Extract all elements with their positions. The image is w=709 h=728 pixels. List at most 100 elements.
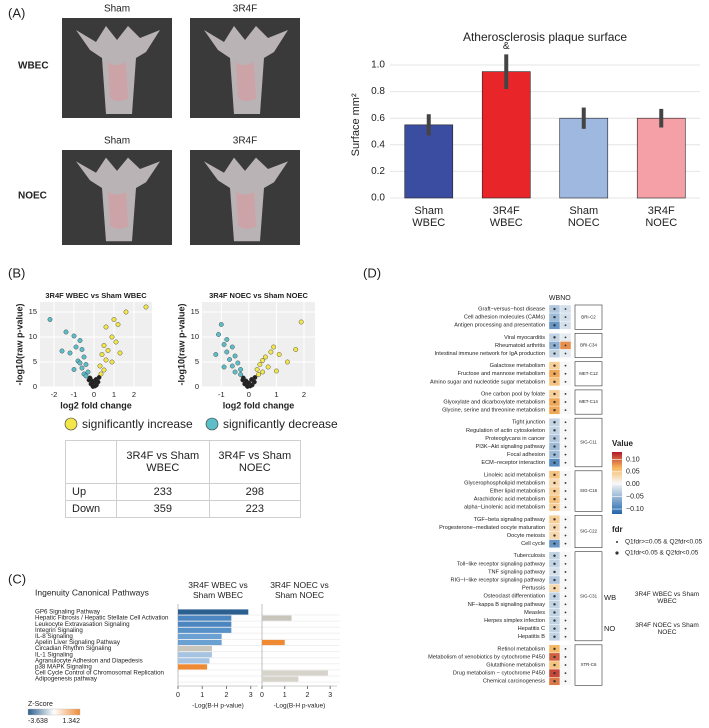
pathway-label: alpha−Linolenic acid metabolism: [464, 505, 545, 511]
fdr-dot: [564, 526, 567, 529]
aorta-plaque: [236, 191, 256, 229]
legend-title: fdr: [612, 525, 623, 534]
y-tick-label: 10: [29, 332, 37, 341]
z-score-bar: [27, 708, 81, 716]
fdr-dot: [564, 498, 567, 501]
point: [71, 333, 77, 339]
category-label: Leukocyte Extravasation Signaling: [35, 621, 130, 628]
fdr-dot: [564, 461, 567, 464]
group-box: [574, 514, 603, 548]
fdr-dot: [564, 316, 567, 319]
row-label: Down: [65, 500, 117, 518]
bar: [178, 633, 222, 639]
point: [218, 322, 224, 327]
bar: [178, 615, 232, 621]
fdr-dot: [553, 324, 556, 327]
colorbar: [612, 452, 622, 514]
photo-column-label: Sham: [104, 4, 130, 15]
pathway-label: ECM−receptor interaction: [481, 460, 545, 466]
fdr-dot: [564, 421, 567, 424]
fdr-dot: [564, 473, 567, 476]
pathway-label: Progesterone−mediated oocyte maturation: [439, 525, 545, 531]
fdr-dot: [553, 481, 556, 485]
fdr-dot: [553, 307, 556, 311]
x-tick-label: 0: [92, 390, 96, 399]
point: [245, 384, 250, 389]
legend-label: Q1fdr>=0.05 & Q2fdr<0.05: [625, 539, 703, 546]
panel-label: (D): [363, 265, 381, 280]
bar: [178, 621, 232, 627]
fdr-dot: [564, 571, 567, 573]
photo-column-label: 3R4F: [233, 4, 257, 15]
fdr-dot: [553, 611, 556, 614]
bar: [636, 117, 686, 199]
fdr-dot: [564, 308, 567, 310]
point: [260, 369, 266, 375]
fdr-dot: [553, 570, 556, 574]
fdr-dot: [564, 380, 567, 383]
point: [113, 339, 119, 345]
fdr-dot: [564, 595, 567, 598]
comparison-key: WB: [604, 593, 616, 602]
y-tick-label: 0.8: [371, 86, 385, 97]
fdr-dot: [564, 603, 567, 606]
pathway-label: Metabolism of xenobiotics by cytochrome …: [428, 654, 545, 660]
pathway-label: Pertussis: [522, 586, 545, 592]
chart-title: 3R4F WBEC vs Sham WBEC: [45, 291, 147, 300]
fdr-dot: [553, 671, 556, 675]
bar: [178, 646, 212, 652]
z-score-max: 1.342: [62, 718, 80, 725]
fdr-dot: [564, 445, 567, 448]
table-row: Up 233 298: [65, 483, 302, 501]
fdr-dot: [553, 408, 556, 412]
point: [81, 354, 87, 360]
y-axis-label: -log10(raw p-value): [176, 303, 186, 385]
fdr-dot: [553, 635, 556, 638]
bar: [481, 71, 531, 199]
fdr-dot: [553, 421, 556, 424]
pathway-label: Viral myocarditis: [504, 335, 545, 341]
point: [83, 373, 89, 379]
point: [262, 354, 268, 360]
fdr-dot: [564, 437, 567, 440]
pathway-label: Glutathione metabolism: [486, 663, 545, 669]
y-axis-label: Surface mm²: [350, 93, 362, 156]
fdr-dot: [553, 595, 556, 598]
fdr-dot: [564, 554, 567, 557]
column-header: 3R4F vs Sham NOEC: [208, 440, 302, 484]
pathway-label: Cell adhesion molecules (CAMs): [464, 315, 545, 321]
group-label: XTR-C6: [581, 662, 597, 667]
fdr-dot: [564, 352, 567, 355]
x-tick-label: 0: [260, 692, 264, 699]
point: [276, 352, 282, 357]
y-tick-label: 15: [29, 307, 37, 316]
panel-label: (B): [8, 265, 25, 280]
fdr-dot: [553, 352, 556, 355]
bar: [262, 615, 292, 621]
point: [79, 347, 85, 352]
aorta-plaque: [236, 62, 256, 101]
point: [265, 364, 271, 370]
chart-title: Ingenuity Canonical Pathways: [35, 587, 149, 597]
bar: [559, 117, 609, 199]
fdr-dot: [553, 526, 556, 529]
x-tick-label: NOEC: [645, 217, 677, 229]
fdr-dot: [564, 611, 567, 614]
x-axis-label: -Log(B-H p-value): [192, 703, 244, 710]
x-tick-label: 0: [176, 692, 180, 699]
point: [117, 350, 123, 356]
table-cell: 359: [116, 500, 210, 518]
point: [293, 347, 299, 352]
fdr-dot: [553, 372, 556, 375]
x-axis-label: -Log(B-H p-value): [274, 703, 326, 710]
point: [216, 332, 221, 337]
fdr-dot: [564, 364, 567, 367]
point: [229, 344, 235, 350]
fdr-dot: [564, 619, 567, 622]
legend-label: significantly increase: [82, 417, 193, 431]
column-header: 3R4F NOEC vs Sham NOEC: [270, 580, 329, 600]
fdr-dot: [553, 429, 556, 432]
fdr-dot: [564, 518, 567, 521]
pathway-label: Measles: [524, 610, 545, 616]
